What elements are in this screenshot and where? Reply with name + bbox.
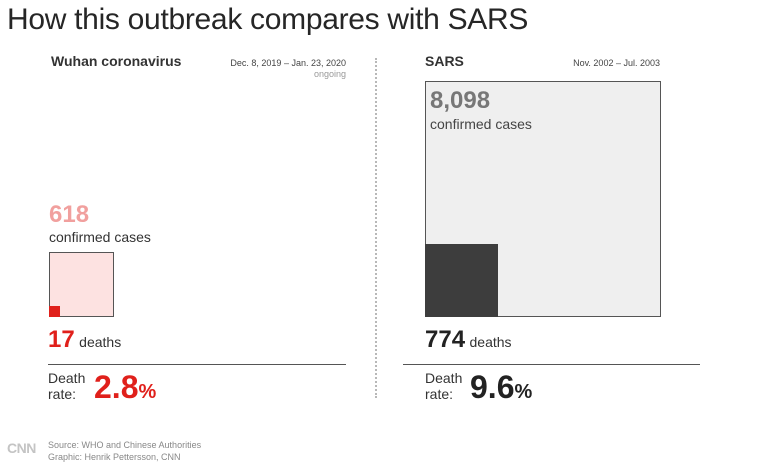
wuhan-cases-label: confirmed cases [49,229,151,245]
wuhan-divider-line [48,364,346,365]
sars-deaths-label: deaths [469,334,512,350]
wuhan-name: Wuhan coronavirus [51,53,182,69]
wuhan-status: ongoing [313,69,346,79]
wuhan-rate-value: 2.8% [94,369,156,406]
wuhan-deaths-square [49,306,60,317]
sars-rate-label-line2: rate: [425,386,454,402]
wuhan-deaths-value: 17 [48,326,75,353]
source-note: Source: WHO and Chinese Authorities Grap… [48,439,201,463]
wuhan-cases-value: 618 [49,201,90,228]
sars-name: SARS [425,53,464,69]
sars-deaths-square [425,244,498,317]
source-line: Source: WHO and Chinese Authorities [48,440,202,450]
wuhan-dates: Dec. 8, 2019 – Jan. 23, 2020 [230,58,346,68]
sars-dates: Nov. 2002 – Jul. 2003 [573,58,660,68]
sars-rate-label: Death rate: [425,370,462,402]
wuhan-cases-square [49,251,115,317]
sars-divider-line [403,364,700,365]
sars-cases-value: 8,098 [430,87,491,114]
sars-rate-label-line1: Death [425,370,463,386]
wuhan-rate-unit: % [138,381,157,403]
cnn-logo: CNN [7,440,36,456]
wuhan-rate-label-line1: Death [48,370,86,386]
wuhan-deaths-label: deaths [79,334,122,350]
sars-cases-label: confirmed cases [430,116,532,132]
wuhan-rate-number: 2.8 [94,369,139,405]
sars-rate-value: 9.6% [470,369,532,406]
wuhan-rate-label: Death rate: [48,370,85,402]
sars-rate-unit: % [514,381,533,403]
wuhan-deaths: 17 deaths [48,326,121,354]
panel-divider [375,58,377,398]
graphic-credit-line: Graphic: Henrik Pettersson, CNN [48,452,181,462]
sars-rate-number: 9.6 [470,369,515,405]
wuhan-rate-label-line2: rate: [48,386,77,402]
sars-deaths: 774 deaths [425,326,512,354]
chart-title: How this outbreak compares with SARS [7,3,529,36]
sars-deaths-value: 774 [425,326,466,353]
